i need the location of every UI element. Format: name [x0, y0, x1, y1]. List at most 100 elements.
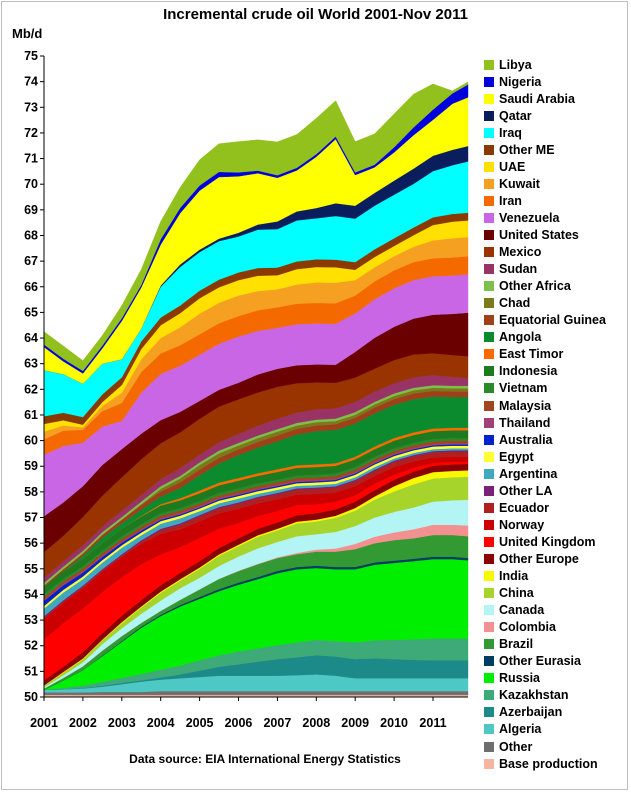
legend-item: Other ME	[484, 141, 555, 158]
legend-label: China	[499, 586, 534, 601]
legend-item: Base production	[484, 755, 598, 772]
legend-swatch	[484, 247, 494, 258]
x-tick-label: 2002	[69, 716, 97, 730]
legend-item: United States	[484, 227, 579, 244]
y-tick-label: 75	[24, 49, 38, 63]
legend-item: Qatar	[484, 107, 532, 124]
y-tick-label: 64	[24, 331, 38, 345]
legend-item: Egypt	[484, 448, 534, 465]
legend-label: Chad	[499, 296, 531, 311]
y-axis-unit-label: Mb/d	[12, 26, 43, 41]
legend-label: East Timor	[499, 347, 564, 362]
y-tick-label: 74	[24, 75, 38, 89]
legend-swatch	[484, 366, 494, 377]
legend-label: Malaysia	[499, 398, 552, 413]
legend-swatch	[484, 383, 494, 394]
legend-label: Azerbaijan	[499, 705, 563, 720]
legend-swatch	[484, 144, 494, 155]
legend-swatch	[484, 110, 494, 121]
legend-item: Kuwait	[484, 175, 540, 192]
stacked-area-chart: 50 51 52 53 54 55 56 57 58 59 60 61 62 63 64 65 66 67 68 69…	[24, 49, 469, 730]
legend-swatch	[484, 707, 494, 718]
legend-item: Other Africa	[484, 278, 571, 295]
legend-item: Norway	[484, 516, 544, 533]
legend-swatch	[484, 588, 494, 599]
legend-label: Base production	[499, 756, 598, 771]
y-tick-label: 60	[24, 434, 38, 448]
area-libya	[43, 81, 469, 372]
legend-item: East Timor	[484, 346, 563, 363]
legend-label: Algeria	[499, 722, 542, 737]
legend-label: Kuwait	[499, 176, 540, 191]
y-tick-label: 56	[24, 536, 38, 550]
legend-item: Azerbaijan	[484, 704, 562, 721]
legend-item: Nigeria	[484, 73, 541, 90]
y-tick-label: 67	[24, 254, 38, 268]
legend-swatch	[484, 400, 494, 411]
legend-item: Venezuela	[484, 209, 559, 226]
legend-item: Other Eurasia	[484, 653, 581, 670]
legend-item: Canada	[484, 602, 544, 619]
legend-swatch	[484, 76, 494, 87]
legend-item: Libya	[484, 56, 532, 73]
legend-swatch	[484, 264, 494, 275]
y-tick-label: 53	[24, 613, 38, 627]
legend-swatch	[484, 605, 494, 616]
legend-swatch	[484, 690, 494, 701]
y-tick-label: 65	[24, 305, 38, 319]
y-tick-label: 55	[24, 562, 38, 576]
legend-item: Australia	[484, 431, 553, 448]
legend-label: United Kingdom	[499, 534, 596, 549]
legend-item: Equatorial Guinea	[484, 312, 606, 329]
legend-item: Other Europe	[484, 550, 579, 567]
legend-item: Malaysia	[484, 397, 551, 414]
legend-label: Colombia	[499, 620, 556, 635]
legend-item: Iran	[484, 192, 522, 209]
legend-swatch	[484, 553, 494, 564]
legend-item: India	[484, 568, 528, 585]
legend-label: Other ME	[499, 142, 555, 157]
legend-item: Saudi Arabia	[484, 90, 575, 107]
legend-swatch	[484, 212, 494, 223]
legend-label: Australia	[499, 432, 553, 447]
y-tick-label: 51	[24, 664, 38, 678]
legend-label: Iraq	[499, 125, 522, 140]
legend-swatch	[484, 571, 494, 581]
legend-swatch	[484, 502, 494, 513]
x-tick-label: 2010	[380, 716, 408, 730]
legend-label: Other	[499, 739, 533, 754]
legend-swatch	[484, 230, 494, 240]
legend-swatch	[484, 332, 494, 343]
x-tick-label: 2008	[302, 716, 330, 730]
legend-label: Vietnam	[499, 381, 548, 396]
x-tick-label: 2003	[108, 716, 136, 730]
legend-item: China	[484, 585, 534, 602]
legend-label: Russia	[499, 671, 540, 686]
legend-swatch	[484, 724, 494, 735]
legend-swatch	[484, 536, 494, 547]
y-tick-label: 62	[24, 382, 38, 396]
legend-swatch	[484, 178, 494, 189]
legend-swatch	[484, 622, 494, 633]
legend-swatch	[484, 741, 494, 752]
legend-item: Indonesia	[484, 363, 557, 380]
legend-label: Brazil	[499, 637, 534, 652]
chart-title: Incremental crude oil World 2001-Nov 201…	[163, 6, 468, 23]
legend-swatch	[484, 298, 494, 309]
y-tick-label: 70	[24, 177, 38, 191]
legend-swatch	[484, 758, 494, 769]
y-tick-label: 72	[24, 126, 38, 140]
legend-item: Angola	[484, 329, 541, 346]
legend-swatch	[484, 127, 494, 138]
legend-label: Angola	[499, 330, 542, 345]
legend-label: Iran	[499, 193, 522, 208]
legend-swatch	[484, 281, 494, 292]
legend-label: Qatar	[499, 108, 532, 123]
legend-label: Nigeria	[499, 74, 542, 89]
legend-label: Egypt	[499, 449, 534, 464]
legend-swatch	[484, 315, 494, 326]
legend-item: Kazakhstan	[484, 687, 568, 704]
legend-label: Other Eurasia	[499, 654, 581, 669]
axes: 50 51 52 53 54 55 56 57 58 59 60 61 62 63 64 65 66 67 68 69…	[24, 49, 468, 730]
legend-item: United Kingdom	[484, 533, 596, 550]
